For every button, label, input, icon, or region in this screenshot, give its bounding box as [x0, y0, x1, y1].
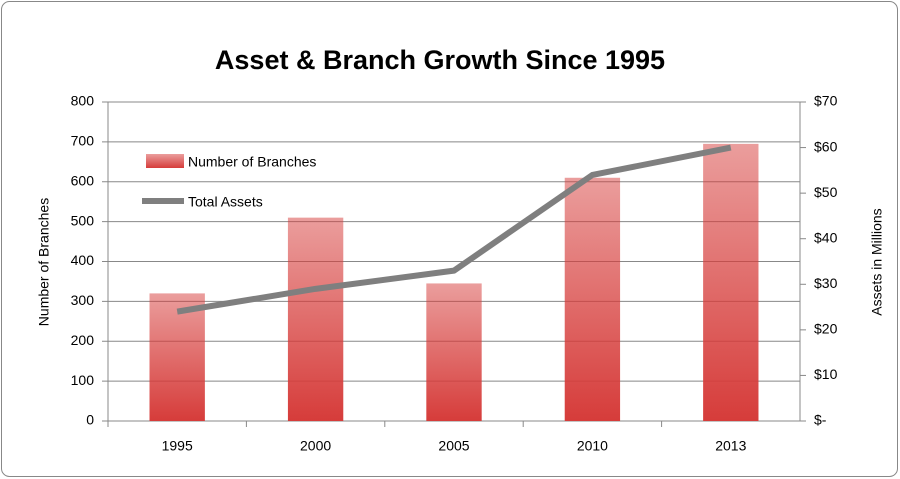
y2-tick-label: $50 [814, 184, 838, 200]
bar [287, 217, 344, 421]
y-axis-title: Number of Branches [36, 198, 52, 326]
y-tick-label: 0 [86, 412, 94, 428]
y2-tick-label: $30 [814, 275, 838, 291]
y2-axis-title: Assets in Millions [869, 208, 885, 315]
y-tick-label: 700 [71, 133, 95, 149]
y2-tick-label: $70 [814, 93, 838, 109]
x-tick-label: 2010 [577, 438, 608, 454]
y2-tick-label: $40 [814, 229, 838, 245]
x-tick-label: 2005 [438, 438, 469, 454]
y-tick-label: 300 [71, 292, 95, 308]
x-tick-label: 2000 [300, 438, 331, 454]
x-tick-label: 2013 [715, 438, 746, 454]
bar [149, 293, 205, 421]
y-tick-label: 800 [71, 93, 95, 109]
y2-tick-label: $- [814, 412, 827, 428]
x-tick-label: 1995 [162, 438, 193, 454]
line [176, 144, 732, 315]
y2-tick-label: $10 [814, 366, 838, 382]
legend-label: Number of Branches [188, 154, 316, 170]
y-tick-label: 200 [71, 332, 95, 348]
chart-title: Asset & Branch Growth Since 1995 [215, 45, 665, 75]
y2-tick-label: $20 [814, 321, 838, 337]
y-tick-label: 600 [71, 172, 95, 188]
y2-tick-label: $60 [814, 138, 838, 154]
y-tick-label: 500 [71, 212, 95, 228]
y-tick-label: 100 [71, 372, 95, 388]
bar [564, 177, 621, 421]
legend-swatch [146, 154, 184, 168]
y-tick-label: 400 [71, 252, 95, 268]
legend-label: Total Assets [188, 194, 263, 210]
bar [703, 143, 759, 421]
bar [426, 283, 482, 421]
